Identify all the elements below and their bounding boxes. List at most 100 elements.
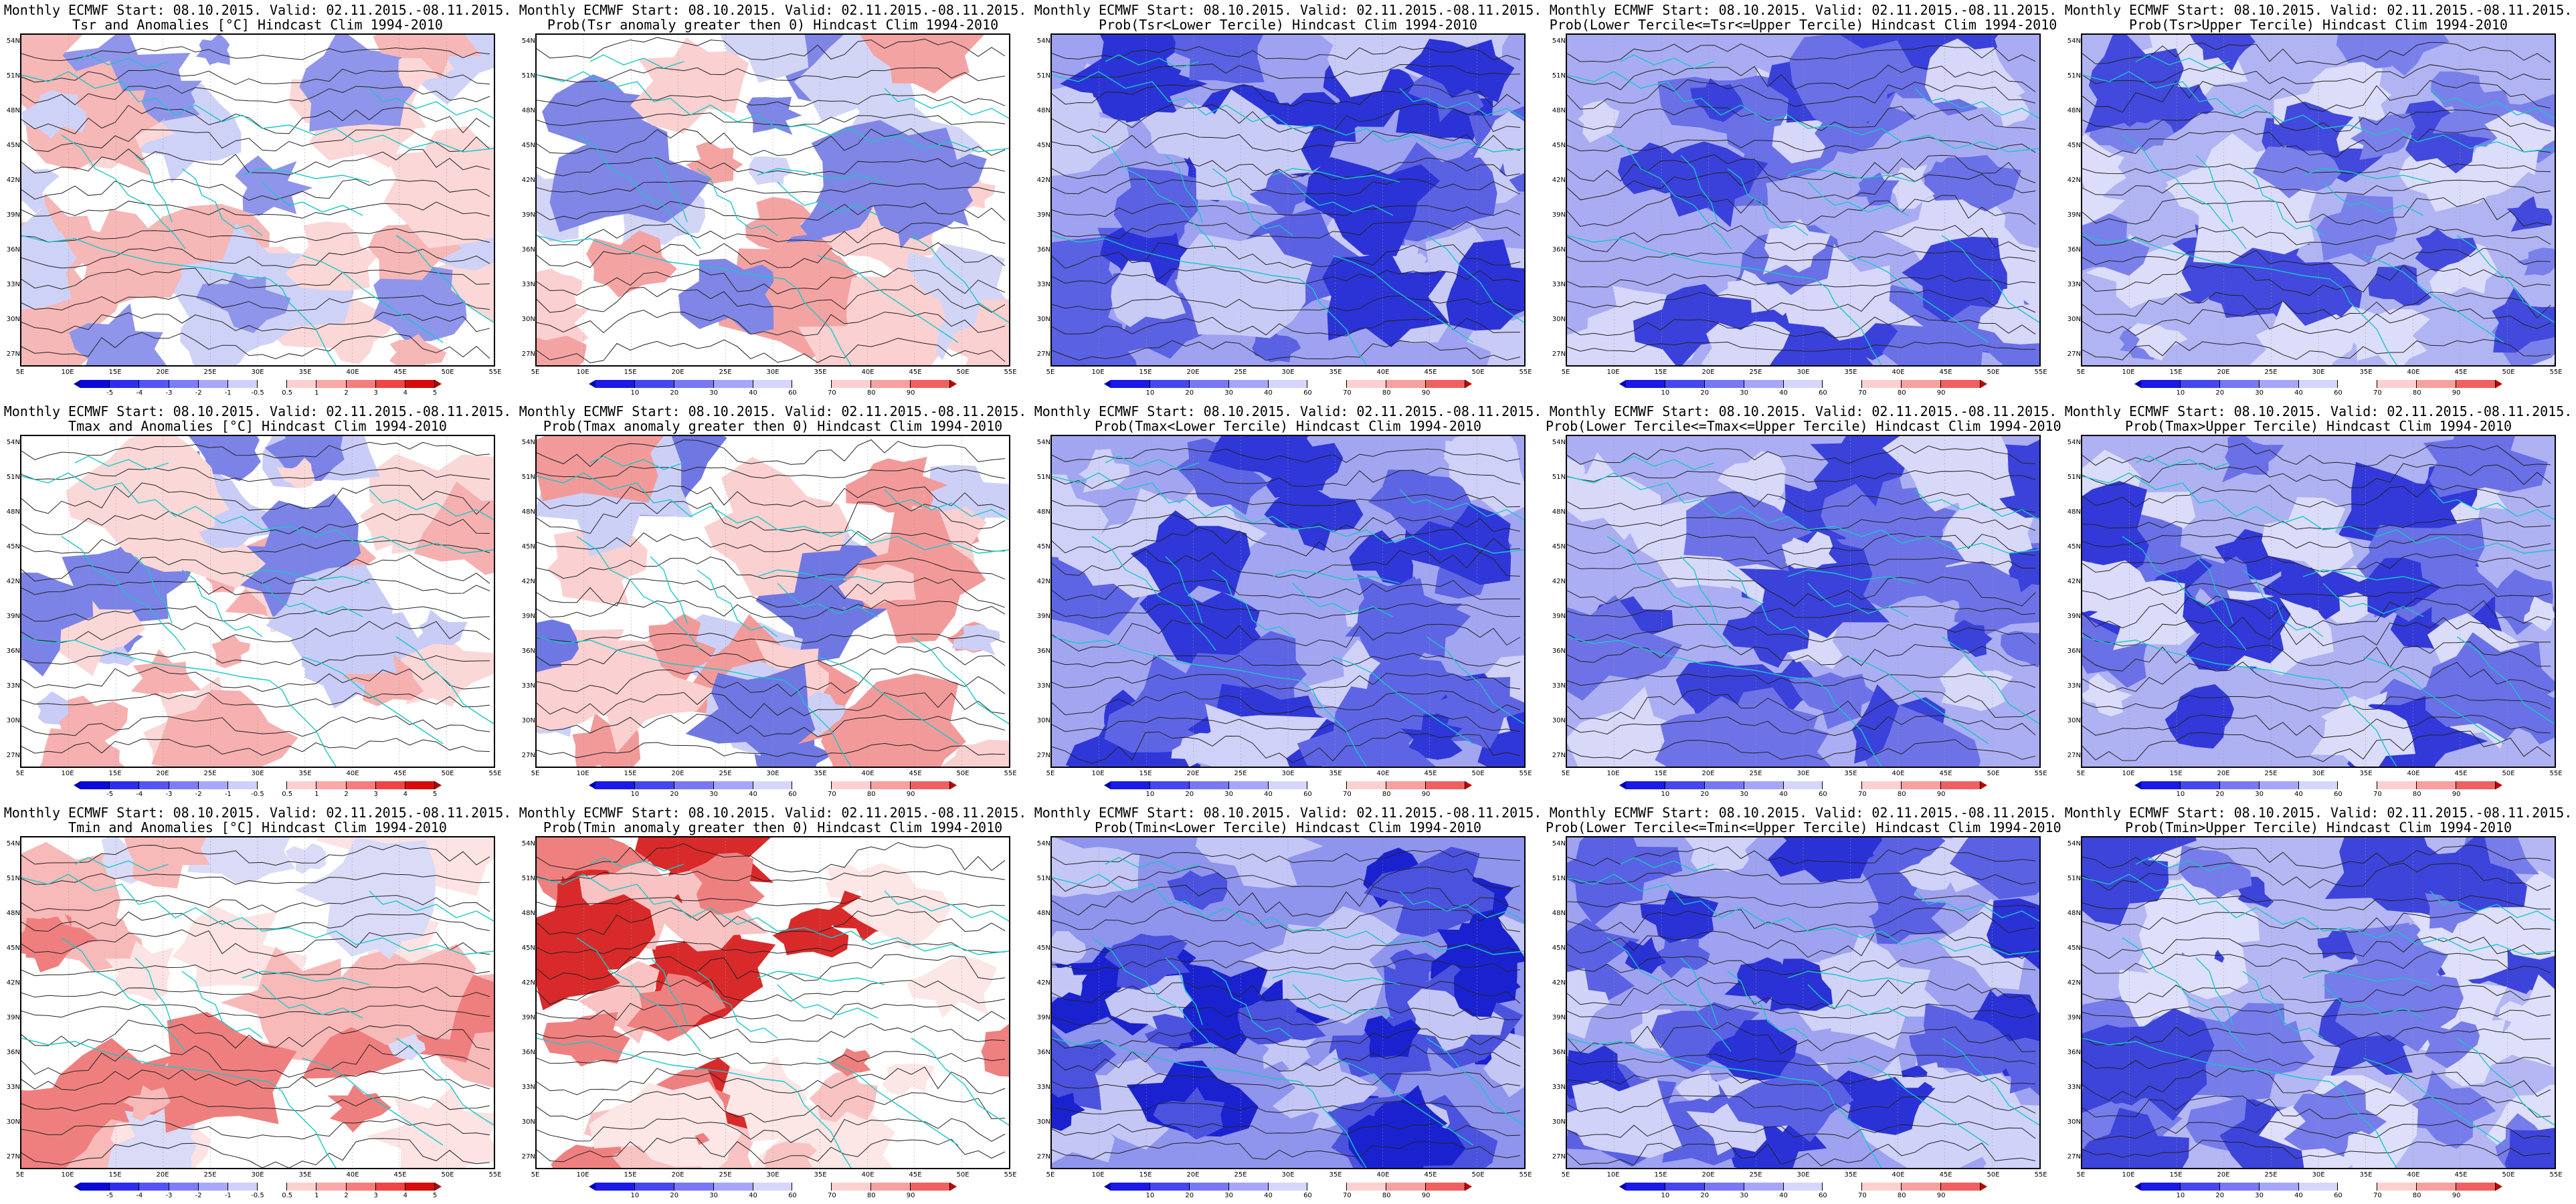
latitude-label: 42N	[2067, 979, 2081, 987]
coastline	[2456, 636, 2555, 724]
colorbar-left-arrow	[1104, 380, 1111, 388]
shaded-region	[2336, 35, 2402, 69]
forecast-panel: Monthly ECMWF Start: 08.10.2015. Valid: …	[1546, 401, 2061, 803]
colorbar-cell	[1228, 1183, 1269, 1191]
shaded-region	[811, 120, 974, 241]
isotherm-contour	[21, 666, 490, 692]
coastline	[1847, 656, 1989, 744]
longitude-label: 55E	[2034, 770, 2047, 777]
coastline	[1165, 155, 1203, 223]
colorbar-label: 3	[373, 1192, 378, 1199]
coastline	[2135, 456, 2230, 470]
latitude-label: 39N	[6, 1014, 20, 1021]
shaded-region	[1788, 672, 1879, 730]
shaded-region	[2492, 287, 2555, 353]
coastline	[911, 636, 1009, 724]
colorbar-cell	[1386, 781, 1427, 789]
isotherm-contour	[537, 67, 1006, 83]
shaded-region	[2002, 1037, 2039, 1096]
latitude-label: 42N	[521, 979, 535, 987]
latitude-label: 45N	[1552, 944, 1566, 952]
isotherm-contour	[537, 1051, 1006, 1066]
coastline	[2242, 971, 2324, 1039]
colorbar-cell	[346, 1183, 376, 1191]
isotherm-contour	[537, 870, 1006, 882]
isotherm-contour	[1052, 884, 1521, 918]
colorbar-label: 2	[344, 389, 349, 397]
isotherm-contour	[537, 485, 1006, 510]
isotherm-contour	[1052, 1140, 1521, 1160]
shaded-region	[1052, 1028, 1117, 1110]
colorbar-cell	[1111, 781, 1150, 789]
isotherm-contour	[2082, 661, 2551, 693]
longitude-label: 15E	[624, 770, 637, 777]
latitude-label: 48N	[1036, 508, 1050, 516]
longitude-label: 40E	[1892, 1171, 1905, 1179]
colorbar-label: 2	[344, 791, 349, 798]
colorbar-label: 30	[1740, 791, 1749, 798]
latitude-label: 39N	[2067, 211, 2081, 219]
coastline	[784, 278, 852, 365]
coastline	[1272, 971, 1400, 985]
coastline	[1399, 890, 1524, 922]
isotherm-contour	[537, 954, 1006, 981]
shaded-region	[304, 294, 399, 365]
longitude-label: 20E	[1701, 770, 1715, 777]
colorbar-right-arrow	[1981, 781, 1987, 789]
colorbar-cell	[1386, 380, 1427, 388]
isotherm-contour	[2082, 443, 2551, 468]
longitude-label: 35E	[1329, 369, 1342, 376]
forecast-panel: Monthly ECMWF Start: 08.10.2015. Valid: …	[2061, 0, 2576, 401]
colorbar-cell	[1704, 781, 1744, 789]
colorbar-cell	[634, 380, 674, 388]
coastline	[1620, 54, 1715, 69]
isotherm-contour	[2082, 844, 2551, 869]
isotherm-contour	[537, 577, 1006, 608]
shaded-region	[1789, 35, 1922, 132]
colorbar-label: 80	[866, 389, 876, 397]
isotherm-contour	[1052, 266, 1521, 284]
colorbar-right-arrow	[950, 781, 957, 789]
colorbar-label: -3	[165, 1192, 173, 1199]
isotherm-contour	[537, 201, 1006, 221]
isotherm-contour	[2082, 553, 2551, 573]
longitude-label: 55E	[1004, 1171, 1017, 1179]
latitude-label: 39N	[521, 613, 535, 620]
shaded-region	[841, 863, 951, 950]
longitude-label: 20E	[1701, 369, 1715, 376]
colorbar-label: 10	[2176, 791, 2185, 798]
shaded-region	[2425, 893, 2478, 934]
latitude-label: 48N	[2067, 107, 2081, 114]
longitude-label: 35E	[1844, 369, 1857, 376]
map-svg	[537, 837, 1009, 1168]
coastline	[1052, 1037, 1300, 1082]
shaded-region	[2221, 436, 2284, 483]
latitude-label: 30N	[1036, 316, 1050, 323]
coastline	[650, 155, 688, 223]
colorbar-label: 70	[2373, 1192, 2382, 1199]
latitude-label: 36N	[1552, 647, 1566, 655]
coastline	[1727, 168, 1809, 236]
shaded-region	[1683, 490, 1813, 572]
colorbar-cell	[2417, 380, 2457, 388]
longitude-label: 55E	[488, 369, 502, 376]
longitude-label: 45E	[1424, 770, 1437, 777]
colorbar-cell	[713, 781, 753, 789]
isotherm-contour	[2082, 1120, 2551, 1140]
colorbar-cells	[80, 380, 436, 388]
coastline	[1606, 134, 1732, 249]
longitude-label: 40E	[861, 770, 875, 777]
shaded-region	[2424, 1021, 2480, 1069]
colorbar-label: -2	[195, 389, 202, 397]
colorbar-cell	[911, 781, 951, 789]
latitude-label: 42N	[521, 578, 535, 585]
colorbar-cell	[405, 781, 436, 789]
colorbar-cell	[2259, 1183, 2299, 1191]
shaded-region	[21, 916, 98, 973]
colorbar-label: 30	[1740, 389, 1749, 397]
colorbar-cell	[2219, 380, 2260, 388]
map-plot	[535, 435, 1010, 768]
colorbar-right-arrow	[950, 380, 957, 388]
shaded-region	[1623, 936, 1667, 974]
isotherm-contour	[21, 555, 490, 585]
